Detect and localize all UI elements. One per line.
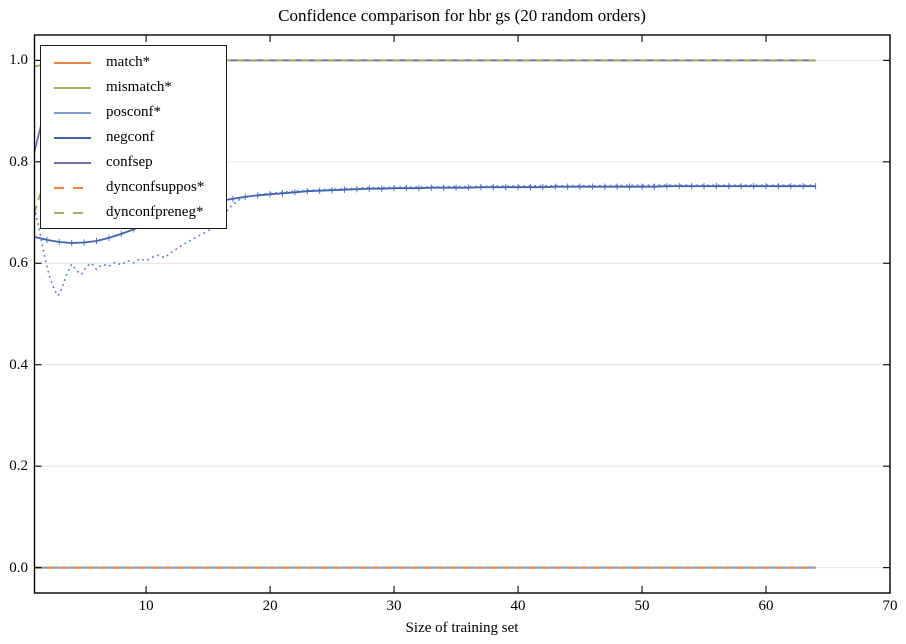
legend-item-dynconfsuppos: dynconfsuppos* — [41, 175, 226, 200]
legend-line-swatch — [54, 86, 91, 89]
x-tick-label-40: 40 — [510, 598, 526, 614]
legend-item-negconf: negconf — [41, 125, 226, 150]
legend-label: dynconfsuppos* — [106, 179, 205, 195]
legend-item-dynconfpreneg: dynconfpreneg* — [41, 200, 226, 225]
series-unlabeled-dotted-run — [33, 184, 816, 298]
legend-line-swatch — [54, 111, 91, 114]
legend-line-swatch — [54, 186, 91, 189]
x-tick-label-50: 50 — [634, 598, 650, 614]
x-tick-label-30: 30 — [386, 598, 402, 614]
y-tick-label-0.4: 0.4 — [9, 356, 28, 373]
y-tick-label-0.0: 0.0 — [9, 559, 28, 576]
plot-spines — [33, 34, 891, 594]
legend-label: dynconfpreneg* — [106, 204, 204, 220]
x-tick-label-70: 70 — [882, 598, 898, 614]
legend-label: match* — [106, 54, 151, 70]
x-axis-label: Size of training set — [405, 620, 519, 636]
x-tick-label-20: 20 — [262, 598, 278, 614]
y-tick-label-0.2: 0.2 — [9, 458, 28, 475]
legend-line-swatch — [54, 61, 91, 64]
chart-title: Confidence comparison for hbr gs (20 ran… — [278, 6, 646, 25]
legend-item-mismatch: mismatch* — [41, 75, 226, 100]
legend-label: mismatch* — [106, 79, 172, 95]
legend-label: posconf* — [106, 104, 161, 120]
x-tick-label-10: 10 — [138, 598, 154, 614]
legend-box: match* mismatch* posconf* negconf confsep dyn… — [40, 45, 227, 229]
legend-item-confsep: confsep — [41, 150, 226, 175]
y-tick-label-0.6: 0.6 — [9, 255, 28, 272]
legend-label: confsep — [106, 154, 153, 170]
legend-line-swatch — [54, 211, 91, 214]
y-tick-label-0.8: 0.8 — [9, 153, 28, 170]
legend-line-swatch — [54, 136, 91, 139]
legend-label: negconf — [106, 129, 155, 145]
legend-line-swatch — [54, 161, 91, 164]
x-tick-label-60: 60 — [758, 598, 774, 614]
legend-item-match: match* — [41, 50, 226, 75]
legend-item-posconf: posconf* — [41, 100, 226, 125]
y-tick-label-1.0: 1.0 — [9, 52, 28, 69]
